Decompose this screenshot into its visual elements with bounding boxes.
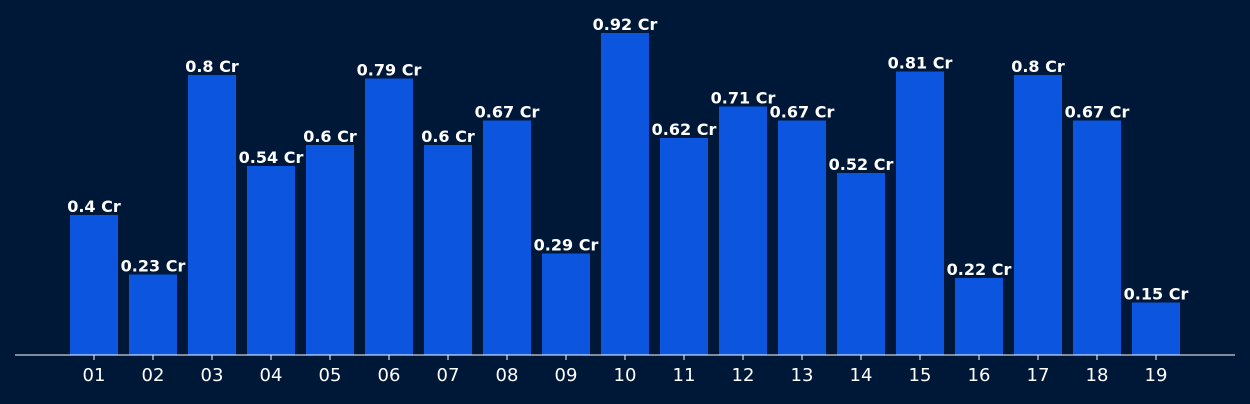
bar-08 [483,120,531,355]
bar-11 [660,138,708,355]
x-tick-label-05: 05 [319,365,342,386]
bar-value-label-08: 0.67 Cr [475,103,540,122]
bar-10 [601,33,649,355]
bar-value-label-17: 0.8 Cr [1011,57,1065,76]
x-tick-label-10: 10 [614,365,637,386]
bar-value-label-06: 0.79 Cr [357,61,422,80]
bar-13 [778,120,826,355]
bar-14 [837,173,885,355]
bar-06 [365,78,413,355]
bar-value-label-01: 0.4 Cr [67,197,121,216]
bar-value-label-15: 0.81 Cr [888,54,953,73]
bar-value-label-16: 0.22 Cr [947,260,1012,279]
bar-05 [306,145,354,355]
x-tick-label-16: 16 [968,365,991,386]
bar-value-label-19: 0.15 Cr [1124,285,1189,304]
x-tick-label-12: 12 [732,365,755,386]
x-tick-label-01: 01 [83,365,106,386]
bar-04 [247,166,295,355]
x-tick-label-18: 18 [1086,365,1109,386]
bar-18 [1073,120,1121,355]
x-tick-label-19: 19 [1145,365,1168,386]
bar-02 [129,274,177,355]
x-tick-label-17: 17 [1027,365,1050,386]
bar-value-label-10: 0.92 Cr [593,15,658,34]
bar-value-label-12: 0.71 Cr [711,89,776,108]
bars-group [70,33,1180,355]
bar-labels-group: 0.4 Cr 0.23 Cr 0.8 Cr 0.54 Cr 0.6 Cr 0.79 Cr 0… [67,15,1188,304]
bar-19 [1132,302,1180,355]
bar-value-label-07: 0.6 Cr [421,127,475,146]
bar-value-label-02: 0.23 Cr [121,257,186,276]
x-tick-label-13: 13 [791,365,814,386]
bar-03 [188,75,236,355]
bar-value-label-05: 0.6 Cr [303,127,357,146]
x-tick-label-15: 15 [909,365,932,386]
x-tick-label-11: 11 [673,365,696,386]
bar-07 [424,145,472,355]
bar-09 [542,253,590,355]
x-tick-label-03: 03 [201,365,224,386]
bar-17 [1014,75,1062,355]
bar-value-label-13: 0.67 Cr [770,103,835,122]
bar-15 [896,71,944,355]
x-tick-label-09: 09 [555,365,578,386]
x-tick-label-02: 02 [142,365,165,386]
bar-value-label-04: 0.54 Cr [239,148,304,167]
bar-value-label-14: 0.52 Cr [829,155,894,174]
x-tick-labels-group: 01 02 03 04 05 06 07 08 09 10 11 12 13 14 15 16 17 18 19 [83,355,1168,386]
x-tick-label-07: 07 [437,365,460,386]
bar-value-label-11: 0.62 Cr [652,120,717,139]
x-tick-label-04: 04 [260,365,283,386]
bar-value-label-18: 0.67 Cr [1065,103,1130,122]
bar-value-label-03: 0.8 Cr [185,57,239,76]
bar-value-label-09: 0.29 Cr [534,236,599,255]
x-tick-label-14: 14 [850,365,873,386]
x-tick-label-06: 06 [378,365,401,386]
bar-12 [719,106,767,355]
x-tick-label-08: 08 [496,365,519,386]
bar-16 [955,278,1003,355]
bar-01 [70,215,118,355]
